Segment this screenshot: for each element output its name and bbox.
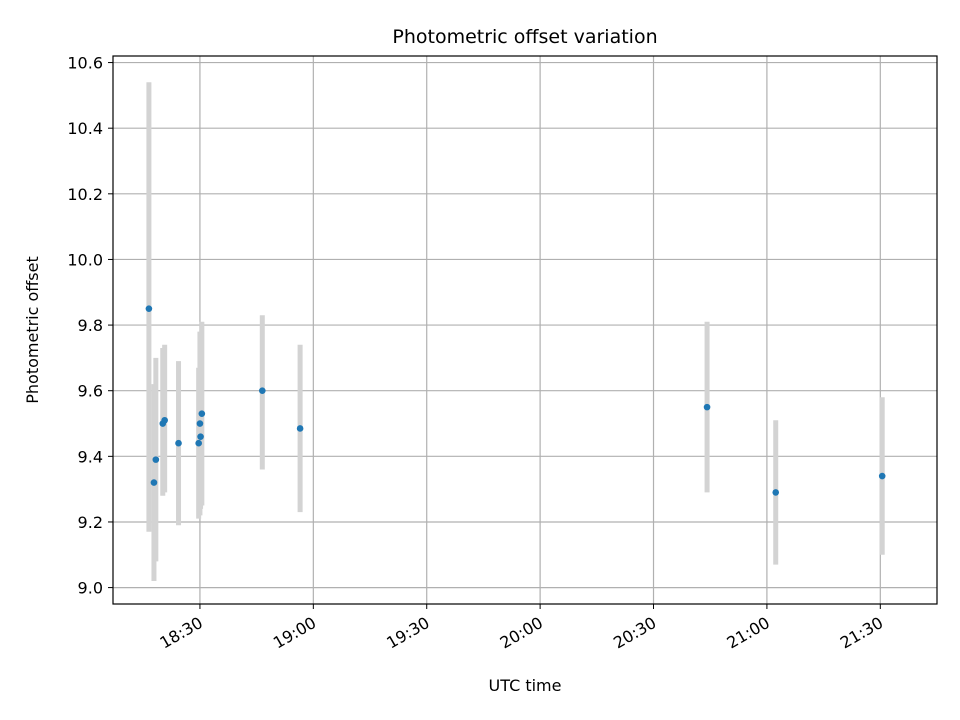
x-tick-label: 19:00: [270, 613, 319, 653]
y-axis-ticks: 9.0 9.2 9.4 9.6 9.8 10.0 10.2 10.4 10.6: [67, 54, 113, 598]
data-point: [878, 472, 886, 480]
data-point: [197, 433, 204, 440]
y-tick-label: 9.8: [78, 316, 103, 335]
data-point: [195, 439, 202, 447]
data-point: [259, 387, 266, 395]
x-tick-label: 20:30: [610, 613, 659, 653]
data-point: [175, 439, 182, 447]
data-point: [296, 425, 304, 432]
x-tick-label: 20:00: [497, 613, 546, 653]
data-point: [772, 489, 780, 496]
y-tick-label: 10.6: [67, 54, 103, 73]
data-points: [145, 305, 886, 496]
x-tick-label: 21:30: [837, 613, 886, 653]
y-tick-label: 9.0: [78, 579, 103, 598]
y-tick-label: 10.2: [67, 185, 103, 204]
y-tick-label: 10.0: [67, 250, 103, 269]
data-point: [145, 305, 153, 312]
chart-title: Photometric offset variation: [392, 26, 657, 48]
data-point: [198, 410, 206, 417]
data-point: [150, 479, 158, 486]
plot-frame: [112, 55, 938, 605]
x-axis-ticks: 18:30 19:00 19:30 20:00 20:30 21:00 21:30: [157, 604, 886, 653]
y-axis-label: Photometric offset: [23, 256, 42, 404]
x-tick-label: 18:30: [157, 613, 206, 653]
error-bars: [146, 82, 885, 582]
y-tick-label: 10.4: [67, 119, 103, 138]
y-tick-label: 9.4: [78, 447, 103, 466]
y-tick-label: 9.2: [78, 513, 103, 532]
data-point: [161, 416, 168, 424]
grid: [113, 56, 937, 604]
data-point: [703, 403, 711, 411]
x-tick-label: 21:00: [723, 613, 772, 653]
x-axis-label: UTC time: [489, 676, 562, 695]
x-tick-label: 19:30: [383, 613, 432, 653]
data-point: [152, 456, 160, 463]
data-point: [196, 420, 204, 427]
y-tick-label: 9.6: [78, 382, 103, 401]
